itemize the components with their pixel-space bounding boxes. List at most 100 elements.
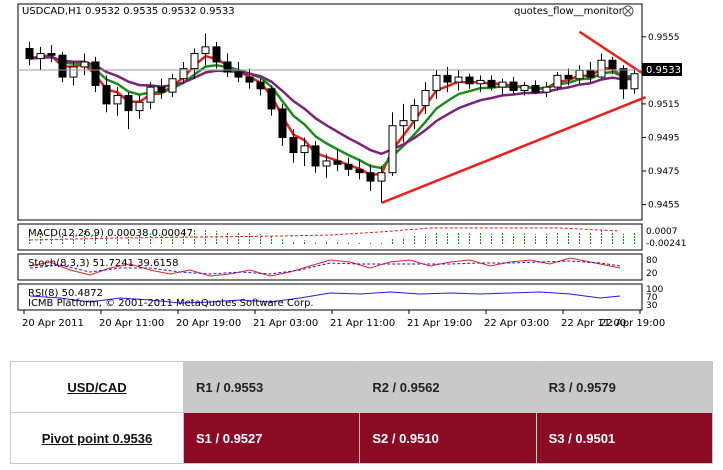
candle-body bbox=[388, 125, 397, 174]
candle-body bbox=[289, 136, 298, 154]
candle-body bbox=[135, 101, 144, 112]
candle-body bbox=[124, 95, 133, 112]
candle-body bbox=[113, 95, 122, 105]
candle-body bbox=[190, 53, 199, 70]
symbol-header: USDCAD,H1 0.9532 0.9535 0.9532 0.9533 bbox=[22, 6, 235, 17]
candle-body bbox=[564, 74, 573, 80]
candle-body bbox=[212, 46, 221, 63]
candle-body bbox=[344, 163, 353, 170]
current-price-tag: 0.9533 bbox=[642, 63, 682, 76]
candle-body bbox=[267, 88, 276, 110]
candle-body bbox=[47, 53, 56, 56]
rsi-tick-100: 100 bbox=[646, 285, 663, 295]
candle-body bbox=[630, 73, 639, 90]
candle-body bbox=[432, 74, 441, 91]
candle-body bbox=[69, 66, 78, 78]
candle-body bbox=[333, 160, 342, 165]
x-tick-label: 21 Apr 19:00 bbox=[407, 318, 472, 329]
candle-body bbox=[498, 81, 507, 88]
s3-cell: S3 / 0.9501 bbox=[535, 412, 714, 464]
candle-body bbox=[80, 61, 89, 68]
candle-body bbox=[542, 86, 551, 93]
copyright-text: ICMB Platform, © 2001-2011 MetaQuotes So… bbox=[28, 298, 314, 309]
candle-body bbox=[476, 79, 485, 85]
candle-body bbox=[36, 53, 45, 60]
candle-body bbox=[487, 79, 496, 88]
trendline bbox=[381, 96, 646, 205]
main-pane-frame bbox=[17, 3, 643, 221]
candle-body bbox=[58, 54, 67, 78]
candle-body bbox=[201, 46, 210, 55]
candle-body bbox=[245, 76, 254, 83]
rsi-label: RSI(8) 50.4872 bbox=[28, 288, 103, 299]
candle-body bbox=[168, 78, 177, 93]
ma-slow-line bbox=[29, 56, 635, 156]
macd-pane-frame bbox=[17, 223, 643, 251]
candlesticks bbox=[25, 33, 639, 203]
x-tick-label: 22 Apr 03:00 bbox=[484, 318, 549, 329]
r1-cell: R1 / 0.9553 bbox=[182, 361, 361, 413]
resistance-row: USD/CAD R1 / 0.9553 R2 / 0.9562 R3 / 0.9… bbox=[10, 361, 714, 413]
candle-body bbox=[146, 86, 155, 103]
candle-body bbox=[179, 68, 188, 80]
trendlines bbox=[381, 30, 647, 205]
trendline bbox=[578, 30, 647, 77]
candle-body bbox=[377, 172, 386, 182]
candle-body bbox=[597, 59, 606, 78]
candle-body bbox=[256, 81, 265, 90]
x-tick-label: 21 Apr 03:00 bbox=[253, 318, 318, 329]
stoch-pane-frame bbox=[17, 253, 643, 281]
candle-body bbox=[322, 160, 331, 167]
stoch-tick-20: 20 bbox=[646, 269, 658, 279]
macd-tick-top: 0.0007 bbox=[646, 227, 678, 237]
candle-body bbox=[520, 84, 529, 91]
rsi-tick-30: 30 bbox=[646, 301, 658, 311]
candle-body bbox=[355, 168, 364, 174]
macd-tick-bottom: -0.00241 bbox=[646, 239, 686, 249]
candle-body bbox=[465, 76, 474, 85]
y-tick-label: 0.9475 bbox=[648, 167, 680, 177]
candle-body bbox=[619, 68, 628, 90]
candle-body bbox=[25, 48, 34, 60]
candle-body bbox=[608, 59, 617, 70]
s2-cell: S2 / 0.9510 bbox=[359, 412, 537, 464]
candle-body bbox=[454, 76, 463, 83]
x-tick-label: 22 Apr 11:00 bbox=[561, 318, 626, 329]
candle-body bbox=[311, 145, 320, 167]
stoch-tick-80: 80 bbox=[646, 256, 658, 266]
y-tick-label: 0.9495 bbox=[648, 133, 680, 143]
x-tick-label: 21 Apr 11:00 bbox=[330, 318, 395, 329]
candle-body bbox=[575, 69, 584, 80]
stoch-signal-line bbox=[29, 260, 621, 275]
y-tick-label: 0.9555 bbox=[648, 33, 680, 43]
candle-body bbox=[509, 81, 518, 91]
macd-signal-line bbox=[29, 227, 621, 241]
y-tick-label: 0.9455 bbox=[648, 201, 680, 211]
pivot-table: USD/CAD R1 / 0.9553 R2 / 0.9562 R3 / 0.9… bbox=[10, 361, 714, 464]
r3-cell: R3 / 0.9579 bbox=[535, 361, 714, 413]
stoch-label: Stoch(8,3,3) 51.7241 39.6158 bbox=[28, 258, 179, 269]
candle-body bbox=[421, 89, 430, 107]
candle-body bbox=[443, 74, 452, 83]
x-tick-label: 20 Apr 2011 bbox=[22, 318, 84, 329]
candle-body bbox=[366, 172, 375, 182]
watermark-label: quotes_flow__monitor2 bbox=[514, 6, 629, 17]
pair-label: USD/CAD bbox=[10, 361, 184, 413]
macd-label: MACD(12,26,9) 0.00038 0.00047 bbox=[28, 228, 193, 239]
candle-body bbox=[157, 86, 166, 93]
candle-body bbox=[553, 74, 562, 88]
r2-cell: R2 / 0.9562 bbox=[359, 361, 537, 413]
close-icon[interactable] bbox=[622, 5, 634, 17]
candle-body bbox=[399, 120, 408, 127]
x-axis: 20 Apr 2011 20 Apr 11:00 20 Apr 19:00 21 Ap… bbox=[22, 310, 665, 329]
x-tick-label: 20 Apr 11:00 bbox=[99, 318, 164, 329]
y-tick-label: 0.9515 bbox=[648, 100, 680, 110]
candle-body bbox=[531, 84, 540, 93]
stoch-main-line bbox=[29, 257, 621, 277]
candle-body bbox=[234, 71, 243, 78]
candle-body bbox=[223, 61, 232, 73]
x-tick-label: 22 Apr 19:00 bbox=[600, 318, 665, 329]
rsi-tick-70: 70 bbox=[646, 293, 658, 303]
pivot-point-label: Pivot point 0.9536 bbox=[10, 412, 184, 464]
